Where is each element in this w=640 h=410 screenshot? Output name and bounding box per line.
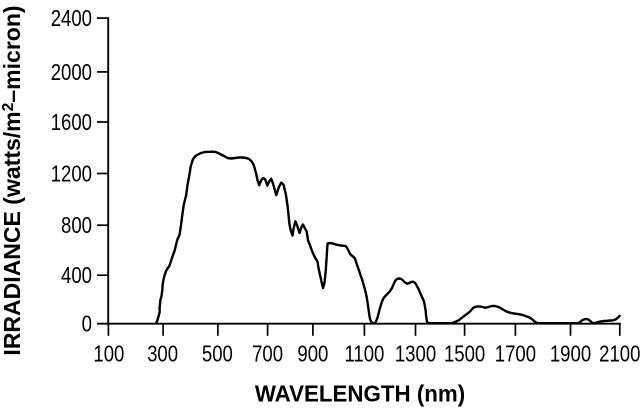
svg-text:1500: 1500 [444, 342, 485, 368]
svg-text:1200: 1200 [51, 161, 92, 187]
svg-text:100: 100 [93, 342, 124, 368]
svg-text:400: 400 [61, 263, 92, 289]
svg-text:2100: 2100 [599, 342, 640, 368]
svg-text:1600: 1600 [51, 110, 92, 136]
svg-text:700: 700 [252, 342, 283, 368]
svg-text:300: 300 [147, 342, 178, 368]
svg-text:1700: 1700 [495, 342, 536, 368]
svg-text:900: 900 [297, 342, 328, 368]
svg-text:IRRADIANCE (watts/m2–micron): IRRADIANCE (watts/m2–micron) [0, 5, 25, 355]
svg-text:2400: 2400 [51, 6, 92, 32]
svg-text:0: 0 [82, 312, 92, 338]
svg-text:2000: 2000 [51, 60, 92, 86]
svg-text:1900: 1900 [550, 342, 591, 368]
svg-text:800: 800 [61, 213, 92, 239]
svg-text:1300: 1300 [395, 342, 436, 368]
svg-text:1100: 1100 [344, 342, 384, 368]
svg-text:WAVELENGTH (nm): WAVELENGTH (nm) [255, 380, 465, 407]
svg-text:500: 500 [202, 342, 233, 368]
